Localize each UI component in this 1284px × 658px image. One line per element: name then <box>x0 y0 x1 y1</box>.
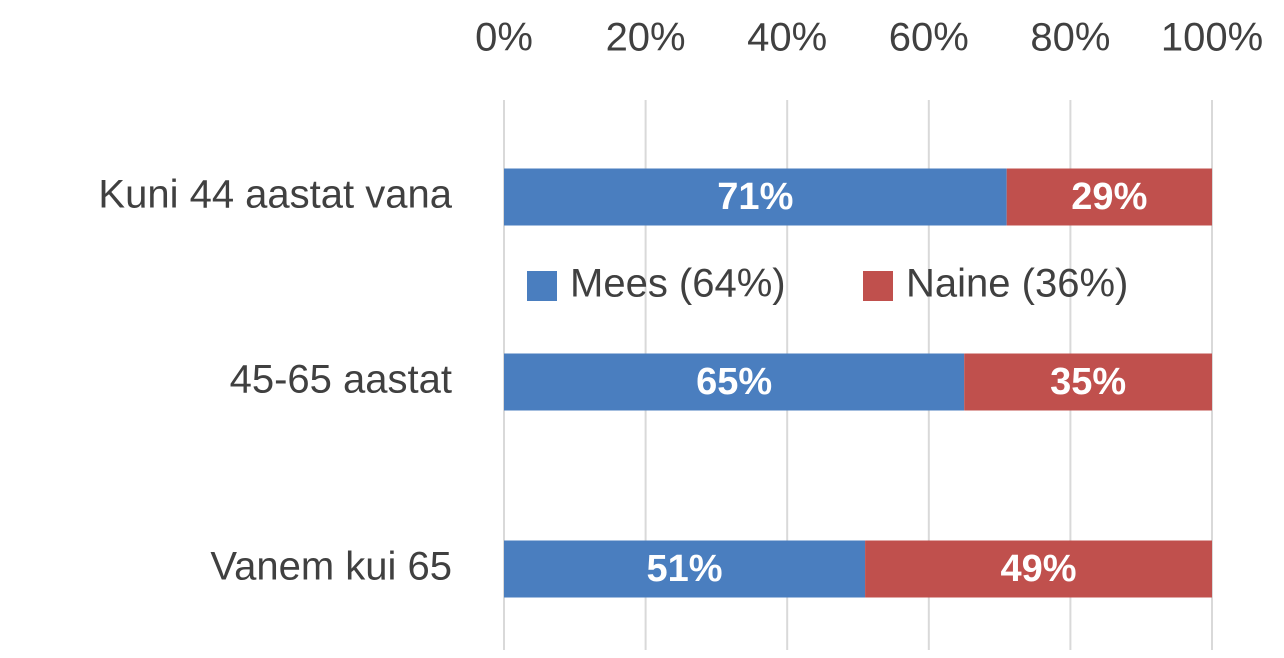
bar-segment <box>504 540 866 598</box>
bar-segment <box>964 353 1212 411</box>
data-label: 65% <box>696 361 772 403</box>
x-tick-label: 0% <box>475 16 533 60</box>
legend-label: Naine (36%) <box>906 262 1128 306</box>
data-label: 49% <box>1001 548 1077 590</box>
category-label: Kuni 44 aastat vana <box>98 173 452 217</box>
x-tick-label: 20% <box>606 16 686 60</box>
bar-segment <box>504 168 1007 226</box>
x-tick-label: 100% <box>1161 16 1263 60</box>
bar-segment <box>1006 168 1212 226</box>
data-label: 35% <box>1050 361 1126 403</box>
legend-label: Mees (64%) <box>570 262 786 306</box>
legend-swatch <box>527 271 557 301</box>
legend-swatch <box>863 271 893 301</box>
x-tick-label: 40% <box>747 16 827 60</box>
bar-segment <box>865 540 1212 598</box>
bar-segment <box>504 353 965 411</box>
data-label: 71% <box>717 176 793 218</box>
x-tick-label: 60% <box>889 16 969 60</box>
category-label: Vanem kui 65 <box>210 545 452 589</box>
data-label: 51% <box>647 548 723 590</box>
category-label: 45-65 aastat <box>230 358 452 402</box>
x-tick-label: 80% <box>1030 16 1110 60</box>
data-label: 29% <box>1071 176 1147 218</box>
